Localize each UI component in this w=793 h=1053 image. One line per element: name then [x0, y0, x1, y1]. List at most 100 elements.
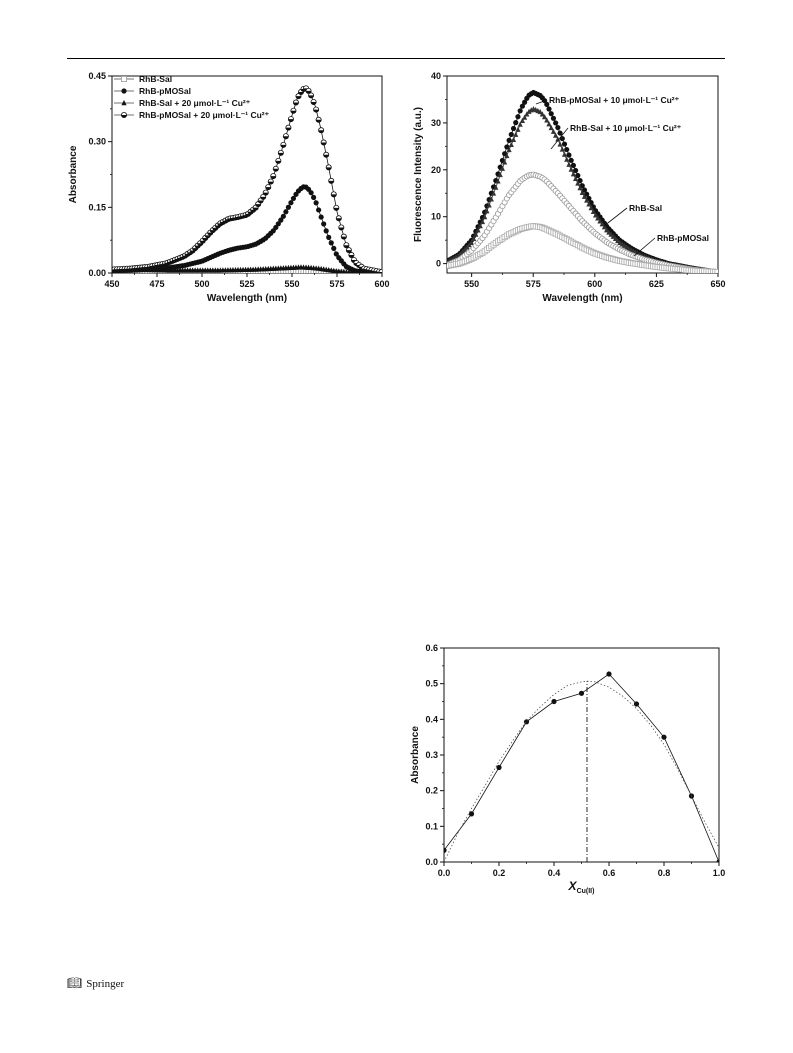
data-point — [318, 214, 324, 220]
annotation-leader — [550, 127, 569, 150]
legend-entry: RhB-Sal + 20 μmol·L⁻¹ Cu²⁺ — [114, 98, 251, 108]
data-point — [330, 191, 337, 198]
fluorescence-y-tick-label: 30 — [431, 118, 441, 128]
data-point — [282, 133, 289, 140]
data-point — [590, 208, 596, 215]
legend-entry: RhB-pMOSal + 20 μmol·L⁻¹ Cu²⁺ — [114, 110, 270, 120]
data-point — [544, 117, 550, 123]
data-point — [349, 269, 354, 273]
series-line — [444, 673, 719, 862]
data-point — [288, 200, 294, 206]
fluorescence-plot-frame — [446, 75, 719, 274]
data-point — [561, 141, 568, 147]
data-point — [604, 227, 610, 233]
data-point — [484, 208, 490, 214]
legend-marker — [121, 76, 128, 83]
data-point — [267, 178, 274, 185]
absorbance-x-tick-label: 475 — [149, 279, 164, 289]
data-point — [546, 121, 552, 127]
job-plot-x-tick-label: 1.0 — [713, 868, 726, 878]
absorbance-x-tick-label: 525 — [239, 279, 254, 289]
data-point — [316, 207, 322, 213]
data-point — [471, 235, 477, 241]
data-point — [270, 173, 277, 180]
data-point — [335, 215, 342, 222]
data-point — [578, 690, 585, 696]
job-plot-y-axis-title: Absorbance — [410, 726, 421, 784]
data-point — [579, 189, 585, 195]
data-point — [482, 214, 488, 220]
absorbance-y-tick-label: 0.45 — [88, 71, 106, 81]
fluorescence-series-rhb-sal — [447, 171, 718, 273]
legend-entry: RhB-Sal — [114, 74, 172, 84]
data-point — [539, 111, 545, 117]
fluorescence-y-tick-label: 10 — [431, 212, 441, 222]
data-point — [586, 201, 592, 207]
data-point — [550, 115, 557, 121]
fluorescence-y-axis-title: Fluorescence Intensity (a.u.) — [413, 107, 424, 242]
data-point — [275, 221, 281, 227]
data-point — [310, 98, 317, 105]
data-point — [265, 184, 272, 191]
legend-marker — [121, 112, 128, 119]
annotation: RhB-Sal + 10 μmol·L⁻¹ Cu²⁺ — [550, 123, 682, 150]
data-point — [523, 719, 530, 725]
job-plot-series-fit — [444, 680, 719, 862]
data-point — [573, 175, 579, 182]
data-point — [577, 177, 583, 184]
annotation-label: RhB-pMOSal — [657, 233, 709, 243]
data-point — [561, 151, 568, 157]
annotation-label: RhB-pMOSal + 10 μmol·L⁻¹ Cu²⁺ — [549, 95, 680, 105]
data-point — [490, 190, 497, 196]
data-point — [333, 251, 339, 257]
absorbance-y-tick-label: 0.30 — [88, 137, 106, 147]
fluorescence-series-rhb-pmosal — [447, 223, 718, 273]
data-point — [506, 146, 512, 153]
data-point — [290, 107, 297, 114]
data-point — [595, 215, 601, 221]
data-point — [340, 233, 347, 240]
data-point — [541, 113, 548, 120]
data-point — [519, 103, 525, 109]
data-point — [287, 116, 294, 123]
job-plot-x-tick-label: 0.2 — [493, 868, 506, 878]
publisher-name: Springer — [86, 977, 125, 990]
job-plot-y-tick-label: 0.1 — [425, 821, 438, 831]
legend-entry: RhB-pMOSal — [114, 86, 191, 96]
data-point — [313, 106, 320, 113]
data-point — [280, 141, 287, 148]
data-point — [575, 180, 581, 186]
absorbance-y-tick-label: 0.15 — [88, 202, 106, 212]
data-point — [566, 152, 572, 158]
data-point — [346, 269, 351, 273]
data-point — [588, 205, 594, 211]
data-point — [344, 269, 349, 273]
data-point — [321, 221, 327, 227]
job-plot-y-tick-label: 0.4 — [425, 714, 438, 724]
data-point — [275, 157, 282, 164]
fluorescence-x-tick-label: 550 — [464, 279, 479, 289]
data-point — [513, 131, 519, 137]
annotation-label: RhB-Sal — [629, 203, 662, 213]
fluorescence-x-axis-title: Wavelength (nm) — [542, 293, 622, 304]
data-point — [477, 223, 483, 229]
data-point — [575, 172, 581, 179]
fluorescence-x-tick-label: 625 — [649, 279, 664, 289]
fluorescence-x-tick-label: 600 — [587, 279, 602, 289]
data-point — [495, 178, 501, 184]
job-plot-y-tick-label: 0.3 — [425, 750, 438, 760]
data-point — [570, 171, 576, 177]
data-point — [262, 189, 269, 196]
absorbance-x-tick-label: 600 — [374, 279, 389, 289]
footer: 📖︎ Springer — [67, 976, 124, 991]
absorbance-x-tick-label: 575 — [329, 279, 344, 289]
springer-logo-icon: 📖︎ — [67, 976, 83, 990]
data-point — [504, 152, 510, 159]
data-point — [513, 120, 519, 126]
job-plot-x-tick-label: 0.4 — [548, 868, 561, 878]
data-point — [328, 177, 335, 184]
data-point — [468, 811, 475, 817]
data-point — [517, 108, 523, 114]
data-point — [553, 132, 559, 138]
